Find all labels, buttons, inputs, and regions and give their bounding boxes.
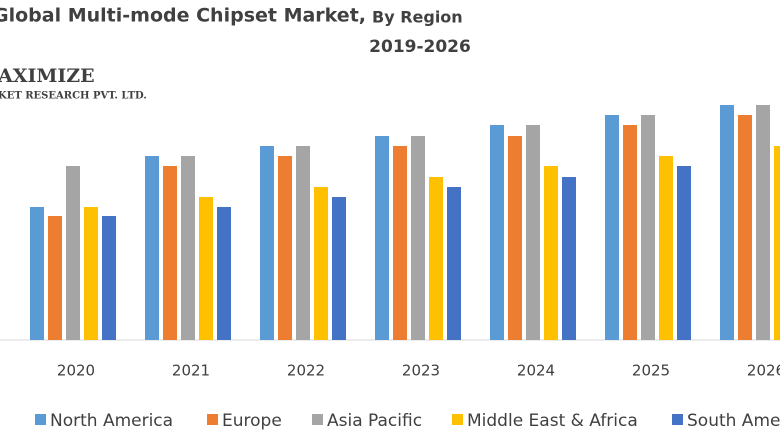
bar bbox=[66, 166, 80, 340]
bar bbox=[447, 187, 461, 340]
bar bbox=[756, 105, 770, 340]
x-tick-label: 2025 bbox=[632, 362, 670, 380]
x-tick-label: 2020 bbox=[57, 362, 95, 380]
bar bbox=[332, 197, 346, 340]
bar bbox=[720, 105, 734, 340]
bar bbox=[544, 166, 558, 340]
bar bbox=[641, 115, 655, 340]
bar bbox=[199, 197, 213, 340]
x-tick-label: 2021 bbox=[172, 362, 210, 380]
bar bbox=[429, 177, 443, 340]
legend-label: Asia Pacific bbox=[327, 411, 422, 431]
x-tick-label: 2024 bbox=[517, 362, 555, 380]
legend-swatch bbox=[672, 414, 683, 425]
x-tick-label: 2022 bbox=[287, 362, 325, 380]
logo-name: AXIMIZE bbox=[0, 65, 95, 87]
bar bbox=[623, 125, 637, 340]
bar bbox=[490, 125, 504, 340]
bar bbox=[260, 146, 274, 340]
bar bbox=[163, 166, 177, 340]
bar bbox=[411, 136, 425, 340]
legend-swatch bbox=[35, 414, 46, 425]
chart-subtitle: 2019-2026 bbox=[369, 37, 471, 57]
bar bbox=[30, 207, 44, 340]
bar bbox=[393, 146, 407, 340]
bar bbox=[48, 216, 62, 340]
bar bbox=[145, 156, 159, 340]
bar bbox=[526, 125, 540, 340]
bar bbox=[774, 146, 780, 340]
legend-swatch bbox=[312, 414, 323, 425]
bar bbox=[181, 156, 195, 340]
bar bbox=[217, 207, 231, 340]
x-tick-label: 2023 bbox=[402, 362, 440, 380]
bar bbox=[314, 187, 328, 340]
bar bbox=[738, 115, 752, 340]
legend-label: North America bbox=[50, 411, 173, 431]
bar bbox=[677, 166, 691, 340]
bar bbox=[84, 207, 98, 340]
bar bbox=[296, 146, 310, 340]
bar bbox=[278, 156, 292, 340]
legend-swatch bbox=[207, 414, 218, 425]
bar bbox=[375, 136, 389, 340]
legend-label: South America bbox=[687, 411, 780, 431]
legend-label: Middle East & Africa bbox=[467, 411, 638, 431]
legend-swatch bbox=[452, 414, 463, 425]
bar bbox=[102, 216, 116, 340]
bar bbox=[508, 136, 522, 340]
legend-label: Europe bbox=[222, 411, 282, 431]
chart-title: Global Multi-mode Chipset Market, bbox=[0, 5, 366, 27]
chart-title-qualifier: By Region bbox=[372, 8, 463, 27]
bar bbox=[659, 156, 673, 340]
x-tick-label: 2026 bbox=[747, 362, 780, 380]
bar bbox=[605, 115, 619, 340]
logo-tagline: KET RESEARCH PVT. LTD. bbox=[0, 91, 147, 102]
bar bbox=[562, 177, 576, 340]
